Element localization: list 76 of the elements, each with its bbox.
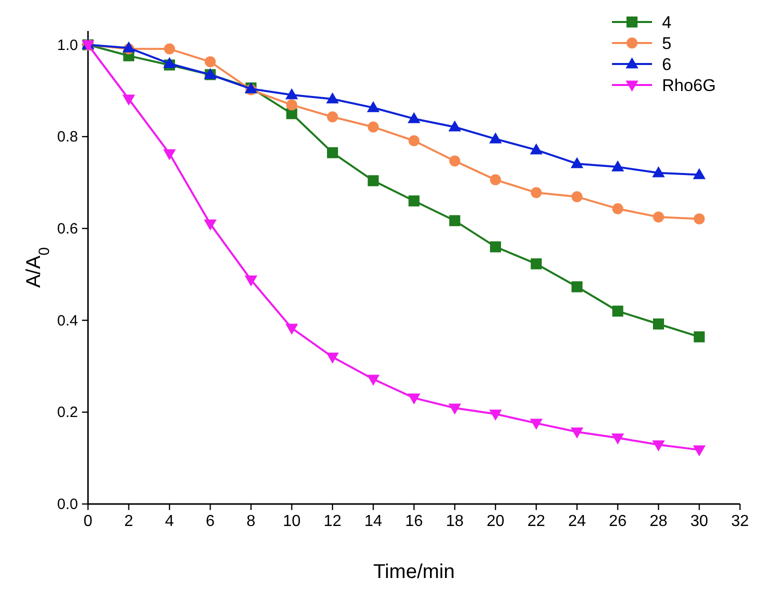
point bbox=[652, 166, 665, 178]
point bbox=[490, 174, 501, 186]
point bbox=[204, 56, 216, 68]
x-tick-label: 30 bbox=[690, 513, 708, 530]
point bbox=[366, 101, 380, 112]
point bbox=[368, 175, 379, 186]
x-tick-label: 14 bbox=[364, 513, 382, 530]
point bbox=[652, 440, 665, 452]
point bbox=[692, 445, 706, 456]
point bbox=[611, 433, 624, 444]
x-tick-label: 18 bbox=[446, 513, 464, 530]
point bbox=[572, 281, 582, 292]
point bbox=[408, 394, 420, 405]
point bbox=[408, 195, 420, 206]
x-tick-label: 32 bbox=[731, 513, 749, 530]
point bbox=[164, 43, 175, 54]
point bbox=[612, 203, 624, 214]
y-tick-label: 0.0 bbox=[57, 496, 78, 513]
point bbox=[489, 410, 502, 421]
point bbox=[530, 143, 543, 154]
y-tick-label: 0.8 bbox=[57, 128, 78, 146]
point bbox=[285, 324, 298, 335]
point bbox=[448, 120, 462, 132]
point bbox=[327, 111, 338, 122]
y-tick-label: 0.4 bbox=[57, 312, 78, 330]
y-tick-label: 1.0 bbox=[57, 36, 78, 54]
point bbox=[286, 99, 298, 110]
legend-label: 4 bbox=[662, 13, 672, 32]
x-tick-label: 20 bbox=[486, 513, 504, 530]
x-tick-label: 10 bbox=[282, 513, 301, 530]
point bbox=[204, 219, 217, 230]
point bbox=[326, 92, 339, 104]
x-tick-label: 24 bbox=[568, 513, 586, 530]
point bbox=[572, 191, 582, 202]
point bbox=[366, 374, 380, 386]
point bbox=[326, 352, 339, 364]
legend-label: 6 bbox=[662, 55, 672, 74]
x-tick-label: 0 bbox=[84, 513, 93, 530]
point bbox=[244, 276, 258, 286]
point bbox=[449, 155, 460, 166]
point bbox=[653, 211, 664, 222]
point bbox=[653, 318, 664, 330]
x-tick-label: 6 bbox=[206, 513, 215, 530]
point bbox=[694, 213, 705, 224]
x-tick-label: 2 bbox=[124, 513, 134, 530]
x-tick-label: 28 bbox=[650, 513, 668, 530]
point bbox=[570, 428, 584, 438]
point bbox=[611, 160, 624, 172]
x-tick-label: 12 bbox=[324, 513, 342, 530]
legend-label: Rho6G bbox=[662, 76, 716, 95]
point bbox=[570, 157, 584, 168]
x-tick-label: 22 bbox=[527, 513, 546, 530]
point bbox=[327, 147, 338, 158]
point bbox=[694, 331, 705, 342]
point bbox=[408, 135, 420, 146]
point bbox=[449, 215, 460, 226]
point bbox=[408, 112, 420, 124]
x-tick-label: 4 bbox=[165, 513, 174, 530]
y-tick-label: 0.2 bbox=[57, 404, 78, 422]
point bbox=[448, 404, 462, 415]
point bbox=[285, 88, 298, 100]
point bbox=[530, 418, 543, 430]
point bbox=[368, 121, 379, 132]
point bbox=[612, 306, 624, 317]
legend-label: 5 bbox=[662, 34, 672, 53]
x-axis-title: Time/min bbox=[373, 561, 455, 583]
x-tick-label: 8 bbox=[246, 513, 256, 530]
y-tick-label: 0.6 bbox=[57, 220, 78, 238]
point bbox=[489, 132, 502, 144]
point bbox=[530, 258, 542, 270]
point bbox=[490, 241, 501, 252]
x-tick-label: 26 bbox=[608, 513, 627, 530]
point bbox=[163, 149, 176, 160]
point bbox=[530, 187, 542, 198]
point bbox=[692, 168, 706, 180]
x-tick-label: 16 bbox=[405, 513, 423, 530]
